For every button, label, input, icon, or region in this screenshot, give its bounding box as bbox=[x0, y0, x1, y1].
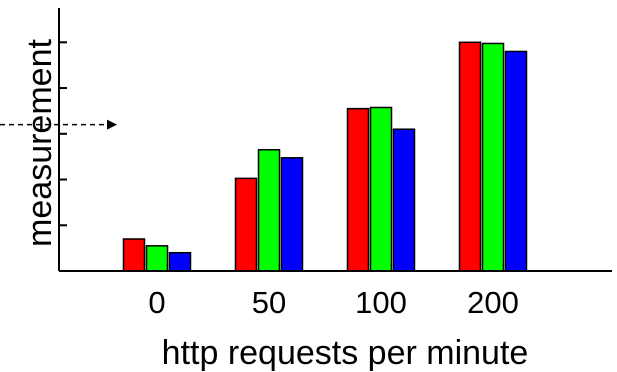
bar-100-series-2 bbox=[369, 106, 393, 272]
bar-100-series-3 bbox=[392, 128, 416, 272]
bar-200-series-2 bbox=[481, 42, 505, 272]
x-tick-label-0: 0 bbox=[148, 285, 165, 320]
bar-0-series-2 bbox=[145, 245, 169, 272]
bar-200-series-3 bbox=[504, 50, 528, 272]
x-tick-labels-group: 0 50 100 200 bbox=[148, 285, 518, 320]
y-axis-title: measurement bbox=[21, 39, 59, 247]
bar-50-series-3 bbox=[280, 157, 304, 272]
x-tick-label-50: 50 bbox=[252, 285, 286, 320]
bar-0-series-3 bbox=[168, 251, 192, 272]
y-ticks-group bbox=[59, 41, 67, 227]
bar-200-series-1 bbox=[458, 41, 482, 272]
bar-50-series-1 bbox=[234, 177, 258, 272]
bar-0-series-1 bbox=[122, 238, 146, 272]
x-tick-label-100: 100 bbox=[355, 285, 407, 320]
x-tick-label-200: 200 bbox=[467, 285, 519, 320]
bars-group bbox=[122, 41, 528, 272]
x-axis-title: http requests per minute bbox=[162, 334, 529, 372]
bar-100-series-1 bbox=[346, 107, 370, 272]
bar-50-series-2 bbox=[257, 149, 281, 272]
